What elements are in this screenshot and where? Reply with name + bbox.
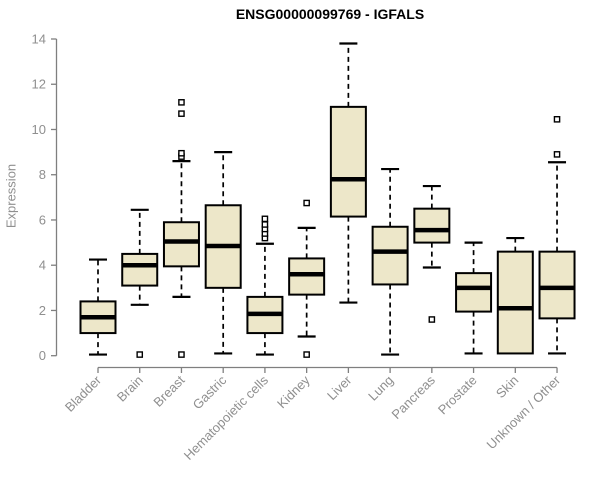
x-category-label-prostate: Prostate	[435, 373, 480, 418]
x-category-label-bladder: Bladder	[62, 372, 105, 415]
outlier-point	[261, 221, 269, 228]
chart-title: ENSG00000099769 - IGFALS	[235, 6, 425, 22]
outlier-point	[178, 99, 185, 106]
iqr-box	[121, 252, 159, 287]
outlier-point	[303, 199, 310, 207]
y-tick-label: 8	[39, 167, 46, 182]
box-lung	[371, 167, 409, 356]
box-pancreas	[413, 184, 451, 323]
box-gastric	[204, 151, 242, 355]
x-category-label-skin: Skin	[493, 373, 521, 401]
outlier-point	[261, 215, 269, 223]
iqr-box	[413, 207, 451, 244]
box-prostate	[455, 241, 493, 355]
box-skin	[496, 236, 534, 355]
outlier-point	[553, 151, 561, 158]
y-tick-label: 6	[39, 212, 46, 227]
x-category-label-gastric: Gastric	[190, 372, 230, 412]
outlier-point	[553, 116, 561, 123]
y-tick-label: 12	[32, 77, 46, 92]
box-kidney	[288, 199, 326, 358]
x-category-label-liver: Liver	[324, 372, 355, 403]
outlier-point	[303, 351, 310, 358]
box-bladder	[79, 258, 117, 356]
iqr-box	[538, 250, 576, 320]
box-breast	[162, 99, 200, 358]
x-category-label-brain: Brain	[114, 373, 146, 405]
x-category-label-kidney: Kidney	[274, 372, 313, 411]
outlier-point	[178, 149, 185, 157]
x-category-label-breast: Breast	[150, 372, 187, 409]
y-tick-label: 14	[32, 32, 46, 47]
iqr-box	[288, 257, 326, 296]
x-category-label-unknown-other: Unknown / Other	[484, 372, 564, 452]
iqr-box	[329, 105, 367, 218]
iqr-box	[496, 250, 534, 355]
box-brain	[121, 208, 159, 358]
iqr-box	[371, 225, 409, 286]
iqr-box	[162, 221, 200, 268]
box-hematopoietic-cells	[246, 215, 284, 356]
box-liver	[329, 42, 367, 304]
outlier-point	[178, 110, 185, 117]
iqr-box	[455, 272, 493, 313]
y-tick-label: 2	[39, 303, 46, 318]
x-category-label-lung: Lung	[365, 373, 396, 404]
y-tick-label: 4	[39, 258, 46, 273]
box-unknown-other	[538, 116, 576, 355]
outlier-point	[178, 351, 185, 358]
y-tick-label: 0	[39, 348, 46, 363]
x-category-label-pancreas: Pancreas	[389, 372, 439, 422]
outlier-point	[136, 351, 144, 358]
outlier-point	[428, 316, 436, 323]
y-tick-label: 10	[32, 122, 46, 137]
